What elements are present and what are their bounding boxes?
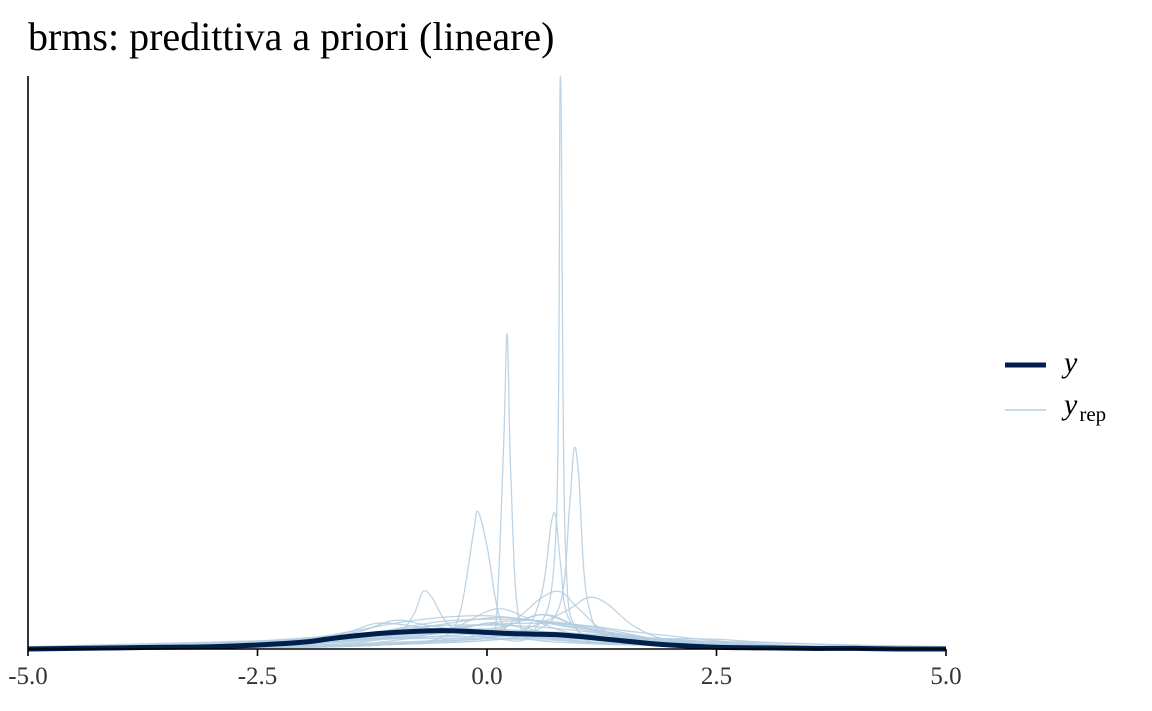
x-axis-ticks: -5.0 -2.5 0.0 2.5 5.0 [8, 649, 962, 690]
observed-density [27, 628, 946, 652]
x-tick-label: 5.0 [930, 663, 961, 690]
x-tick-label: -5.0 [8, 663, 48, 690]
legend-yrep-label: yrep [1061, 388, 1106, 426]
x-tick-label: 0.0 [471, 663, 502, 690]
yrep-curve-1 [27, 333, 947, 650]
x-tick-label: -2.5 [238, 663, 278, 690]
legend: y yrep [1005, 346, 1106, 426]
legend-yrep-subscript: rep [1079, 402, 1106, 426]
yrep-replicates [27, 75, 947, 650]
chart-title: brms: predittiva a priori (lineare) [28, 14, 554, 59]
legend-y-label: y [1061, 346, 1078, 379]
yrep-curve-11 [27, 637, 947, 648]
x-tick-label: 2.5 [701, 663, 732, 690]
y-curve [27, 628, 946, 652]
yrep-curve-0 [27, 75, 947, 650]
legend-yrep-base: y [1061, 388, 1078, 421]
